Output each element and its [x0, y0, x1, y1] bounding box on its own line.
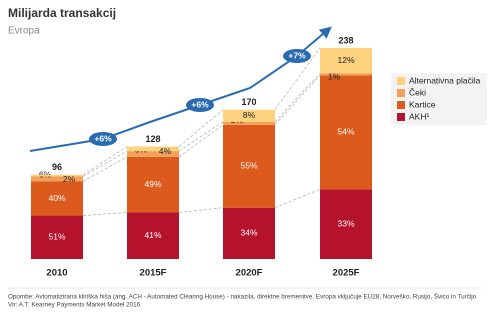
legend-swatch — [397, 113, 405, 121]
bar-segment — [127, 156, 179, 213]
connector — [178, 109, 224, 147]
connector — [274, 75, 321, 126]
segment-label: 41% — [144, 230, 161, 240]
bar-segment — [223, 109, 275, 122]
bar-segment — [127, 212, 179, 259]
connector — [178, 124, 224, 158]
legend-label: Kartice — [409, 99, 436, 109]
segment-label: 40% — [48, 193, 65, 203]
connector — [82, 150, 128, 177]
bar-segment — [320, 189, 372, 259]
bar-segment — [127, 146, 179, 152]
connector — [274, 72, 321, 123]
bar-segment — [31, 215, 83, 259]
growth-label: +7% — [288, 50, 306, 60]
segment-label: 49% — [144, 179, 161, 189]
growth-label: +6% — [94, 133, 112, 143]
legend: Alternativna plačila Čeki Kartice AKH¹ — [397, 75, 481, 121]
segment-label: 1% — [328, 71, 341, 81]
connector — [178, 207, 224, 213]
x-tick-label: 2025F — [333, 268, 360, 279]
bar-segment — [31, 181, 83, 216]
bar-segment — [31, 176, 83, 182]
segment-label: 4% — [159, 146, 172, 156]
bar-segment — [223, 121, 275, 125]
legend-label: Alternativna plačila — [409, 75, 481, 85]
bar-segment — [31, 174, 83, 177]
source: Vir: A.T. Kearney Payments Market Model … — [8, 302, 141, 309]
total-label: 96 — [52, 162, 62, 172]
x-tick-label: 2015F — [140, 268, 167, 279]
connector — [82, 212, 128, 216]
segment-label: 33% — [337, 218, 354, 228]
bar-segment — [127, 151, 179, 157]
segment-label: 8% — [243, 110, 256, 120]
x-tick-label: 2010 — [46, 268, 67, 279]
connector — [274, 47, 321, 110]
connector — [178, 121, 224, 152]
segment-label: 55% — [240, 161, 257, 171]
growth-badge — [89, 132, 117, 146]
growth-label: +6% — [191, 99, 209, 109]
total-label: 170 — [241, 97, 256, 107]
connector — [274, 189, 321, 209]
legend-swatch — [397, 89, 405, 97]
legend-swatch — [397, 77, 405, 85]
bar-segment — [320, 75, 372, 190]
chart-subtitle: Evropa — [8, 26, 40, 37]
legend-label: Čeki — [409, 87, 426, 97]
total-label: 238 — [338, 35, 353, 45]
growth-badge — [283, 49, 311, 63]
total-label: 128 — [145, 134, 160, 144]
bar-segment — [320, 47, 372, 74]
bars: 51%40%6%2%96201041%49%5%4%1282015F34%55%… — [31, 35, 372, 279]
chart-title: Milijarda transakcij — [8, 6, 116, 20]
bar-segment — [223, 207, 275, 259]
segment-label: 54% — [337, 127, 354, 137]
bar-segment — [320, 73, 372, 76]
legend-box — [391, 73, 487, 125]
bar-segment — [223, 124, 275, 208]
footnote: Opombe: Avtomatizirana kliriška hiša (an… — [8, 292, 477, 301]
legend-label: AKH¹ — [409, 111, 429, 121]
trend-arrow — [29, 26, 332, 152]
segment-label: 12% — [337, 55, 354, 65]
legend-swatch — [397, 101, 405, 109]
segment-label: 6% — [39, 170, 52, 180]
segment-label: 51% — [48, 232, 65, 242]
x-tick-label: 2020F — [236, 268, 263, 279]
segment-label: 34% — [240, 228, 257, 238]
segment-label: 2% — [63, 174, 76, 184]
connector — [82, 146, 128, 175]
connectors — [82, 47, 321, 216]
growth-badge — [186, 98, 214, 112]
connector — [82, 156, 128, 182]
